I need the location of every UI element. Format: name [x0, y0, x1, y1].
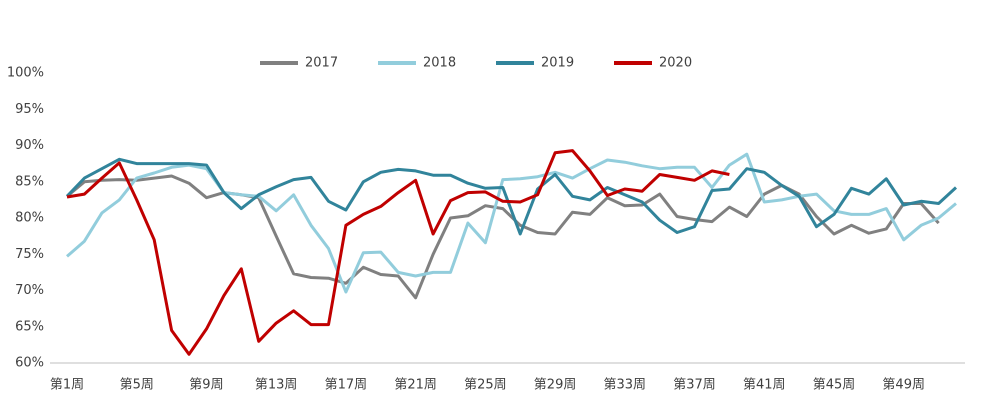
y-tick-label: 100% [7, 66, 44, 81]
legend-label: 2020 [659, 56, 692, 71]
y-tick-label: 90% [15, 138, 44, 153]
x-tick-label: 第9周 [189, 378, 223, 393]
x-tick-label: 第5周 [120, 378, 154, 393]
series-line [66, 149, 730, 356]
x-tick-label: 第41周 [743, 378, 786, 393]
y-tick-label: 80% [15, 211, 44, 226]
x-tick-label: 第33周 [604, 378, 647, 393]
x-tick-label: 第21周 [394, 378, 437, 393]
series-line [65, 157, 958, 236]
legend-label: 2017 [305, 56, 338, 71]
y-tick-label: 85% [15, 174, 44, 189]
x-tick-label: 第49周 [882, 378, 925, 393]
y-tick-label: 60% [15, 356, 44, 371]
x-tick-label: 第29周 [534, 378, 577, 393]
y-tick-label: 70% [15, 283, 44, 298]
x-tick-label: 第13周 [255, 378, 298, 393]
y-tick-label: 65% [15, 319, 44, 334]
x-tick-label: 第37周 [673, 378, 716, 393]
x-tick-label: 第25周 [464, 378, 507, 393]
y-tick-label: 75% [15, 247, 44, 262]
x-tick-label: 第17周 [325, 378, 368, 393]
y-tick-label: 95% [15, 102, 44, 117]
x-tick-label: 第1周 [50, 378, 84, 393]
x-tick-label: 第45周 [813, 378, 856, 393]
legend-label: 2019 [541, 56, 574, 71]
legend-label: 2018 [423, 56, 456, 71]
